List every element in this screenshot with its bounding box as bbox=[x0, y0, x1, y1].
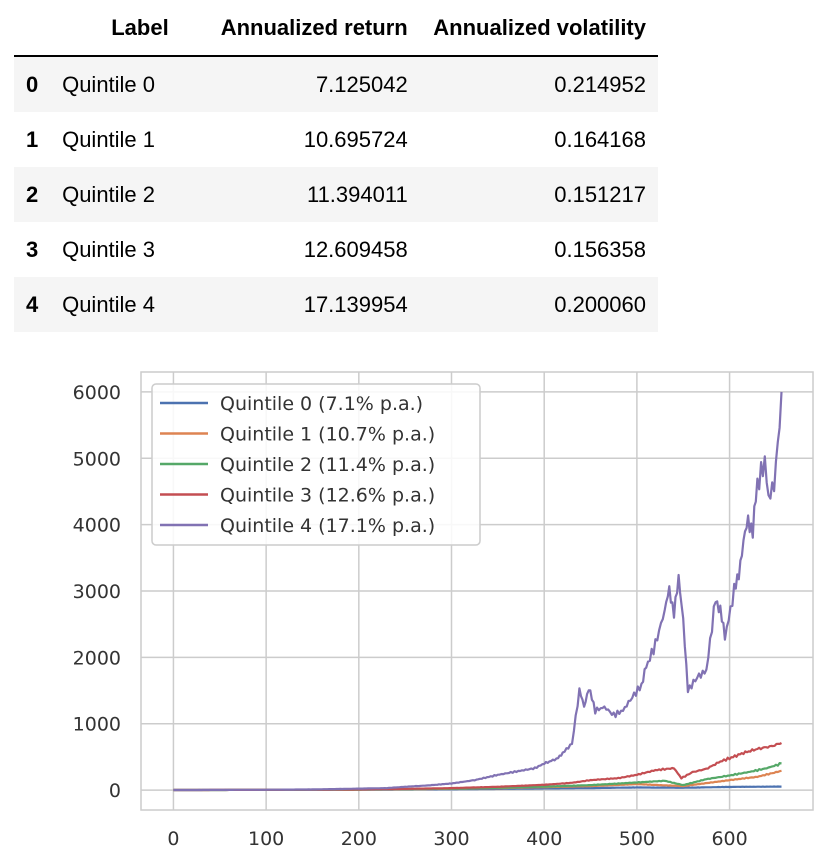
legend: Quintile 0 (7.1% p.a.) Quintile 1 (10.7% … bbox=[151, 383, 481, 546]
legend-label: Quintile 1 (10.7% p.a.) bbox=[220, 424, 435, 446]
cell-volatility: 0.214952 bbox=[407, 56, 658, 112]
column-header-label: Label bbox=[62, 0, 179, 57]
legend-label: Quintile 3 (12.6% p.a.) bbox=[220, 485, 435, 507]
table-row: 4 Quintile 4 17.139954 0.200060 bbox=[14, 277, 658, 332]
row-index: 1 bbox=[26, 126, 39, 152]
table-row: 3 Quintile 3 12.609458 0.156358 bbox=[14, 222, 658, 277]
cell-volatility: 0.151217 bbox=[407, 167, 658, 222]
cell-volatility: 0.200060 bbox=[407, 277, 658, 332]
x-tick-label: 100 bbox=[248, 828, 284, 850]
cell-return: 7.125042 bbox=[178, 56, 408, 112]
y-tick-label: 0 bbox=[109, 780, 121, 802]
x-tick-label: 300 bbox=[433, 828, 469, 850]
table-row: 0 Quintile 0 7.125042 0.214952 bbox=[14, 56, 658, 112]
legend-label: Quintile 4 (17.1% p.a.) bbox=[220, 515, 435, 537]
cell-label: Quintile 4 bbox=[62, 277, 179, 332]
x-tick-label: 400 bbox=[526, 828, 562, 850]
x-tick-label: 500 bbox=[619, 828, 655, 850]
index-header bbox=[14, 0, 63, 57]
y-tick-label: 1000 bbox=[73, 714, 121, 736]
cell-label: Quintile 1 bbox=[62, 126, 156, 152]
column-header-volatility: Annualized volatility bbox=[407, 0, 658, 57]
row-index: 3 bbox=[26, 236, 39, 262]
dataframe-table: Label Annualized return Annualized volat… bbox=[14, 0, 658, 332]
x-tick-label: 600 bbox=[711, 828, 747, 850]
legend-label: Quintile 2 (11.4% p.a.) bbox=[220, 454, 435, 476]
series-line-quintile-4 bbox=[173, 391, 783, 792]
cell-return: 12.609458 bbox=[303, 236, 408, 262]
table-header-row: Label Annualized return Annualized volat… bbox=[14, 0, 658, 57]
legend-label: Quintile 0 (7.1% p.a.) bbox=[220, 393, 423, 415]
legend-box bbox=[151, 383, 481, 546]
cell-return: 10.695724 bbox=[303, 126, 408, 152]
cell-label: Quintile 0 bbox=[62, 56, 179, 112]
column-header-return: Annualized return bbox=[178, 0, 408, 57]
x-tick-label: 200 bbox=[341, 828, 377, 850]
y-tick-label: 6000 bbox=[73, 382, 121, 404]
cell-volatility: 0.164168 bbox=[554, 126, 646, 152]
y-tick-label: 4000 bbox=[73, 515, 121, 537]
y-tick-label: 2000 bbox=[73, 647, 121, 669]
row-index: 2 bbox=[14, 167, 63, 222]
cell-label: Quintile 3 bbox=[62, 236, 156, 262]
series-lines bbox=[173, 391, 783, 792]
y-tick-label: 3000 bbox=[73, 581, 121, 603]
x-tick-label: 0 bbox=[167, 828, 179, 850]
cell-volatility: 0.156358 bbox=[554, 236, 646, 262]
table-row: 2 Quintile 2 11.394011 0.151217 bbox=[14, 167, 658, 222]
line-chart: 0 100 200 300 400 500 600010002000300040005000… bbox=[73, 371, 814, 850]
y-tick-label: 5000 bbox=[73, 448, 121, 470]
cell-return: 17.139954 bbox=[178, 277, 408, 332]
cell-return: 11.394011 bbox=[178, 167, 408, 222]
row-index: 4 bbox=[14, 277, 63, 332]
row-index: 0 bbox=[14, 56, 63, 112]
table-row: 1 Quintile 1 10.695724 0.164168 bbox=[14, 112, 658, 167]
tick-labels: 0 100 200 300 400 500 600010002000300040005000… bbox=[73, 382, 748, 850]
cell-label: Quintile 2 bbox=[62, 167, 179, 222]
